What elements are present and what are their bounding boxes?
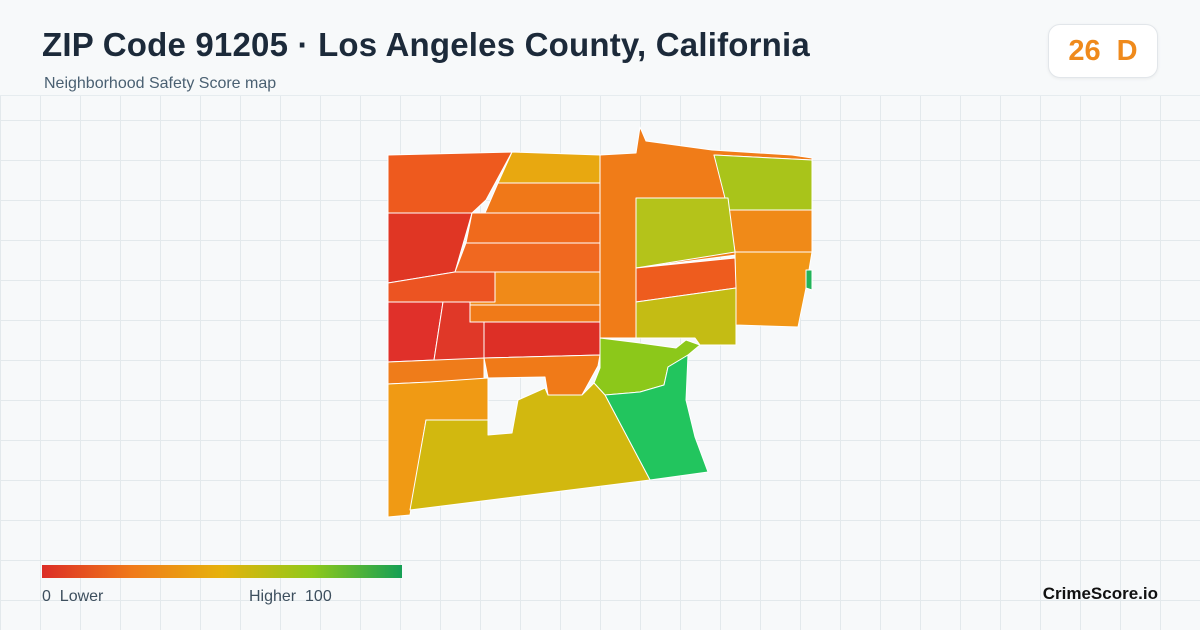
score-value: 26 <box>1068 34 1101 67</box>
region-north-band[interactable] <box>497 151 601 184</box>
region-east-lower[interactable] <box>734 251 813 328</box>
score-badge: 26 D <box>1048 24 1158 78</box>
region-center-band-a[interactable] <box>465 212 601 244</box>
region-center-red[interactable] <box>483 321 601 359</box>
brand-logo[interactable]: CrimeScore.io <box>1042 584 1158 603</box>
legend-high-label: Higher 100 <box>249 588 332 605</box>
region-southeast-green[interactable] <box>604 354 709 481</box>
region-center-small[interactable] <box>469 304 601 323</box>
page-subtitle: Neighborhood Safety Score map <box>44 75 277 92</box>
legend-color-scale <box>42 565 402 578</box>
region-east-upper[interactable] <box>727 209 813 253</box>
region-center-band-b[interactable] <box>454 242 601 273</box>
region-east-edge-sliver[interactable] <box>805 269 813 291</box>
legend-low-label: 0 Lower <box>42 588 104 605</box>
region-south-center[interactable] <box>483 354 601 396</box>
page-title: ZIP Code 91205 · Los Angeles County, Cal… <box>42 26 810 63</box>
header-divider <box>0 95 1200 96</box>
region-south-yellow[interactable] <box>409 382 651 511</box>
region-nw-corner[interactable] <box>387 151 513 214</box>
score-grade: D <box>1116 34 1138 67</box>
